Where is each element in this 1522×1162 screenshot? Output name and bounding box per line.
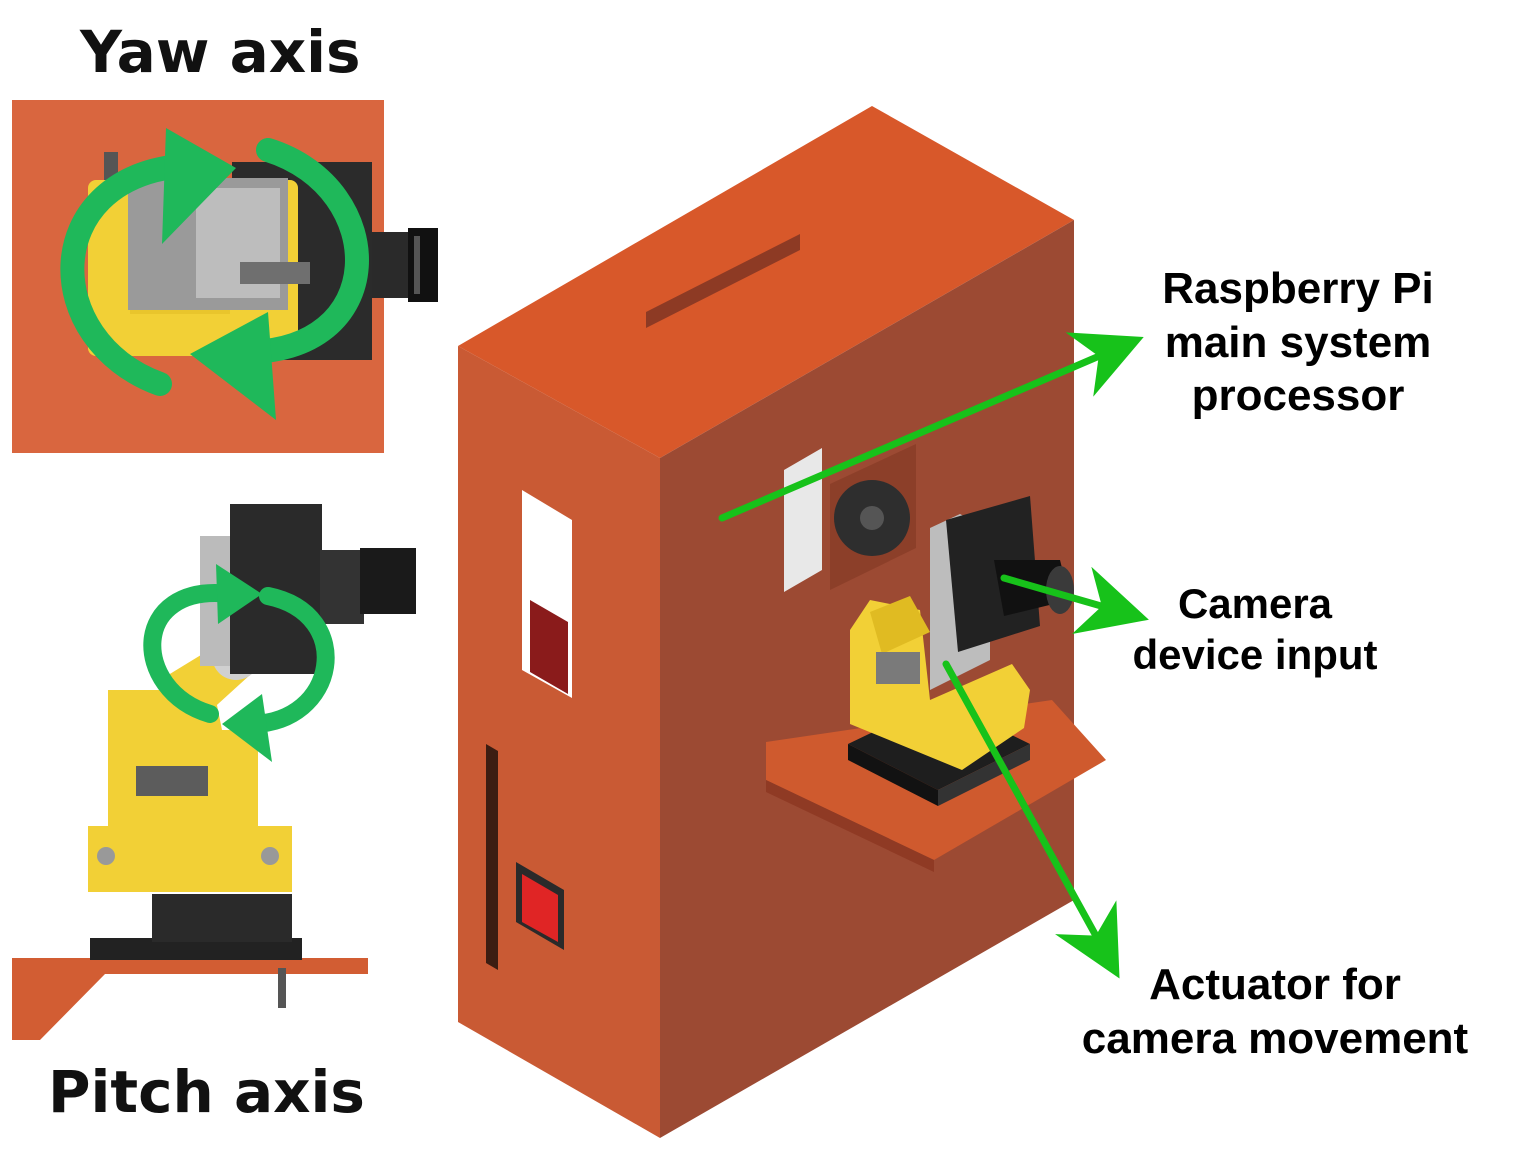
actuator-arrow xyxy=(942,660,1120,979)
enclosure xyxy=(458,106,1106,1138)
enclosure-top xyxy=(458,106,1074,458)
raspberry-pi-label-line2: main system xyxy=(1164,317,1432,367)
actuator-label-line1: Actuator for xyxy=(1149,960,1401,1009)
yaw-axis-title: Yaw axis xyxy=(80,18,361,86)
camera-module xyxy=(930,496,1074,690)
actuator-label: Actuator for camera movement xyxy=(1060,958,1490,1065)
camera-lens-icon xyxy=(372,228,438,302)
raspberry-pi-arrow xyxy=(718,332,1144,522)
camera-arrow xyxy=(1000,566,1149,635)
fan-icon xyxy=(830,444,916,590)
actuator-label-line2: camera movement xyxy=(1081,1013,1469,1063)
camera-label: Camera device input xyxy=(1100,578,1410,680)
yaw-inset xyxy=(12,100,438,453)
pitch-base-motor xyxy=(152,894,292,942)
vent-slot xyxy=(486,744,498,970)
pitch-axis-title: Pitch axis xyxy=(48,1058,365,1126)
callout-arrows xyxy=(718,332,1149,979)
pitch-inset xyxy=(12,504,416,1040)
pitch-rotation-icon xyxy=(143,584,335,733)
pitch-shelf xyxy=(12,958,368,1040)
yaw-rotation-icon xyxy=(60,138,369,396)
camera-label-line2: device input xyxy=(1132,631,1378,679)
port-window xyxy=(784,448,822,592)
power-switch-icon xyxy=(516,862,564,950)
camera-label-line1: Camera xyxy=(1177,580,1333,627)
raspberry-pi-label-line1: Raspberry Pi xyxy=(1162,264,1434,313)
enclosure-left-face xyxy=(458,346,660,1138)
raspberry-pi-label-line3: processor xyxy=(1191,371,1405,421)
raspberry-pi-label: Raspberry Pi main system processor xyxy=(1128,262,1468,423)
